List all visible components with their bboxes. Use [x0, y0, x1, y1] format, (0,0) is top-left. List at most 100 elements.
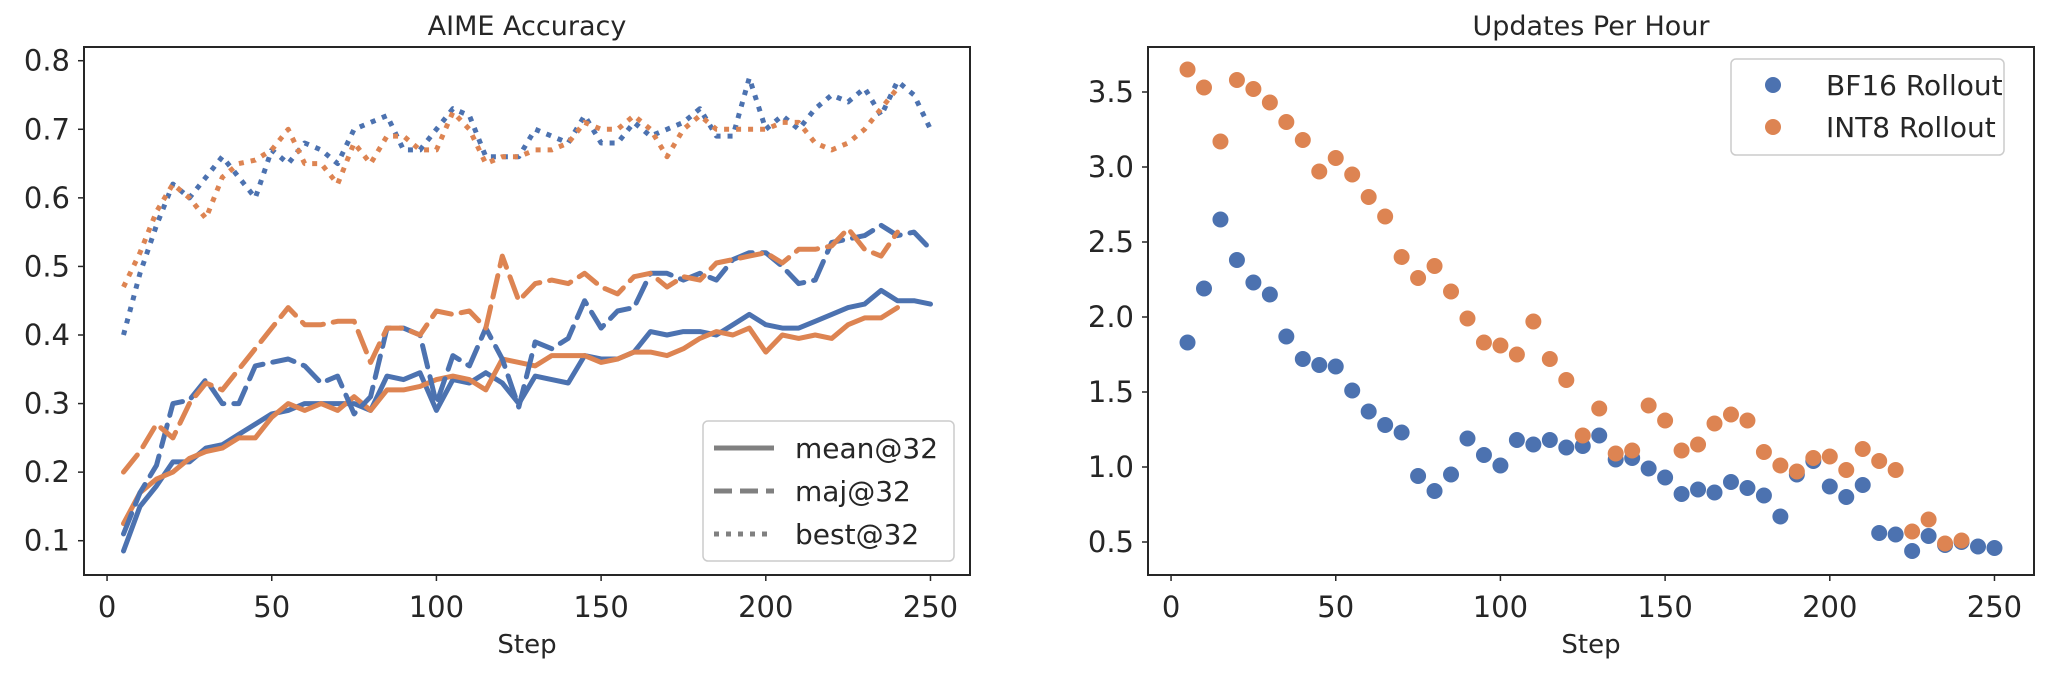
x-tick-label: 250 [1967, 590, 2022, 624]
series-line-orange-solid [121, 305, 900, 527]
plot-frame [83, 46, 971, 576]
data-point [1541, 351, 1558, 367]
x-tick-label: 200 [1802, 590, 1857, 624]
chart-title: AIME Accuracy [428, 11, 627, 42]
x-tick-label: 100 [409, 590, 464, 624]
series-int8-rollout [1179, 61, 1970, 552]
data-point [1970, 538, 1987, 555]
data-point [1986, 540, 2003, 556]
data-point [1261, 94, 1278, 111]
data-point [1920, 528, 1937, 544]
data-point [1179, 334, 1196, 351]
data-point [1904, 543, 1921, 559]
data-point [1212, 133, 1229, 150]
legend-label: BF16 Rollout [1826, 69, 2003, 102]
y-tick-label: 2.0 [1088, 300, 1134, 334]
data-point [1360, 403, 1377, 420]
data-point [1904, 523, 1921, 540]
x-tick-label: 0 [1162, 590, 1180, 624]
data-point [1706, 415, 1723, 432]
data-point [1393, 249, 1410, 265]
data-point [1690, 436, 1707, 453]
legend-marker [1765, 77, 1781, 93]
data-point [1459, 310, 1476, 327]
data-point [1327, 150, 1344, 166]
data-point [1937, 535, 1954, 552]
data-point [1772, 508, 1789, 525]
y-tick-label: 3.0 [1088, 150, 1134, 184]
y-tick-label: 0.1 [24, 524, 70, 558]
data-point [1459, 430, 1476, 447]
data-point [1475, 447, 1492, 463]
data-point [1838, 489, 1855, 505]
x-axis-label: Step [497, 630, 556, 660]
data-point [1179, 61, 1196, 78]
y-tick-label: 0.6 [24, 181, 70, 215]
legend-label: best@32 [795, 518, 919, 551]
data-point [1640, 397, 1657, 414]
data-point [1854, 441, 1871, 457]
data-point [1739, 480, 1756, 496]
y-tick-label: 0.7 [24, 112, 70, 146]
series-line-blue-dashed [121, 222, 933, 537]
x-tick-label: 100 [1473, 590, 1528, 624]
data-point [1788, 463, 1805, 480]
data-point [1673, 486, 1690, 502]
data-point [1953, 532, 1970, 549]
data-point [1393, 424, 1410, 441]
data-point [1821, 478, 1838, 495]
y-tick-label: 0.2 [24, 455, 70, 489]
data-point [1525, 313, 1542, 330]
legend-label: INT8 Rollout [1826, 111, 1996, 144]
legend-label: maj@32 [795, 475, 911, 508]
data-point [1591, 400, 1608, 417]
data-point [1508, 346, 1525, 363]
data-point [1228, 252, 1245, 268]
data-point [1854, 477, 1871, 493]
x-tick-label: 200 [738, 590, 793, 624]
legend-label: mean@32 [795, 432, 938, 465]
data-point [1772, 457, 1789, 474]
y-tick-label: 0.5 [24, 249, 70, 283]
x-tick-label: 250 [903, 590, 958, 624]
data-point [1443, 283, 1460, 300]
data-point [1311, 163, 1328, 180]
data-point [1443, 466, 1460, 483]
y-tick-label: 1.5 [1088, 375, 1134, 409]
data-point [1887, 526, 1904, 543]
data-point [1755, 487, 1772, 504]
data-point [1311, 357, 1328, 373]
data-point [1360, 189, 1377, 205]
data-point [1377, 417, 1394, 433]
data-point [1657, 469, 1674, 486]
data-point [1344, 166, 1361, 183]
x-axis-label: Step [1561, 630, 1620, 660]
data-point [1525, 436, 1542, 453]
data-point [1690, 481, 1707, 498]
data-point [1475, 334, 1492, 351]
x-tick-label: 0 [98, 590, 116, 624]
y-tick-label: 3.5 [1088, 75, 1134, 109]
data-point [1327, 358, 1344, 375]
data-point [1278, 328, 1295, 345]
data-point [1805, 450, 1822, 466]
data-point [1492, 457, 1509, 474]
data-point [1410, 468, 1427, 484]
chart-1: AIME Accuracy 0 50 100 150 200 250 0.1 0.2 0.3 0.4… [24, 11, 971, 660]
data-point [1722, 474, 1739, 490]
data-point [1377, 208, 1394, 225]
data-point [1755, 444, 1772, 460]
series-line-blue-dotted [121, 75, 933, 336]
series-line-orange-dotted [121, 86, 900, 289]
data-point [1426, 258, 1443, 274]
data-point [1410, 270, 1427, 286]
series-bf16-rollout [1179, 211, 2003, 559]
series-line-blue-solid [121, 287, 933, 554]
data-point [1640, 460, 1657, 477]
data-point [1821, 448, 1838, 465]
y-tick-label: 2.5 [1088, 225, 1134, 259]
chart-title: Updates Per Hour [1472, 11, 1710, 42]
data-point [1426, 483, 1443, 499]
data-point [1871, 453, 1888, 469]
